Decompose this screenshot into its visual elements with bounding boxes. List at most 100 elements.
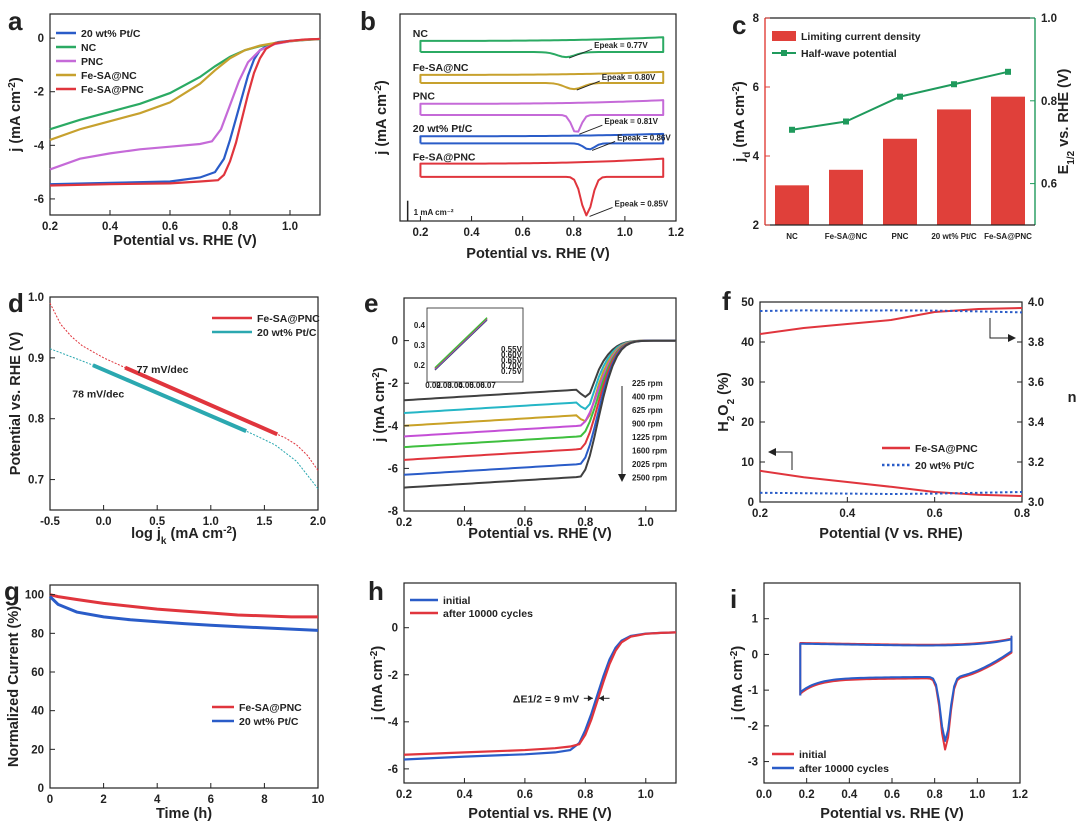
y-ticklabel: 50 — [741, 297, 754, 309]
y2-ticklabel: 3.2 — [1028, 457, 1044, 469]
rpm-label: 1600 rpm — [632, 447, 667, 456]
y-ticklabel: -1 — [748, 685, 759, 697]
x-ticklabel: 4 — [154, 794, 161, 806]
x-ticklabel: 0.6 — [927, 508, 943, 520]
delta-arrowhead-right — [598, 695, 604, 702]
cv-loop — [799, 635, 1013, 742]
x-ticklabel: 1.0 — [638, 517, 654, 529]
series-line — [759, 491, 1023, 496]
y-ticklabel: 0 — [38, 783, 44, 795]
x-ticklabel: 1.2 — [668, 227, 684, 239]
y-axis-label-part: -2 — [369, 650, 380, 659]
x-ticklabel: 0.6 — [515, 227, 531, 239]
y2-axis-label-part: vs. RHE (V) — [1056, 68, 1072, 150]
plot-frame — [759, 301, 1023, 503]
panel-label: d — [8, 288, 24, 318]
y-axis-label: j (mA cm-2) — [371, 367, 389, 443]
legend-label: Fe-SA@NC — [81, 70, 137, 82]
x-axis-label: Potential vs. RHE (V) — [113, 233, 257, 249]
y-ticklabel: 0 — [392, 336, 398, 348]
panel-label: b — [360, 6, 376, 36]
inset-legend: 0.70V — [501, 362, 523, 371]
inset-xtick: 0.02 — [425, 381, 441, 390]
y-axis-label: j (mA cm-2) — [7, 77, 25, 153]
legend-swatch-marker — [781, 50, 787, 56]
rpm-arrowhead — [618, 474, 626, 482]
peak-arrow — [579, 124, 603, 135]
y-axis-label-part: ) — [8, 77, 24, 82]
x-ticklabel: 0.8 — [577, 789, 594, 801]
x-ticklabel: 1.0 — [638, 789, 654, 801]
x-axis-label: Potential vs. RHE (V) — [468, 526, 612, 542]
y-axis-label-part: O — [716, 404, 732, 415]
x-axis-label: Potential vs. RHE (V) — [820, 806, 964, 822]
category-label: Fe-SA@NC — [825, 232, 868, 241]
series-label: NC — [413, 28, 429, 40]
x-ticklabel: 0.4 — [456, 789, 473, 801]
slope-label: 78 mV/dec — [72, 388, 124, 400]
y-axis-label-part: j (mA cm — [370, 660, 386, 722]
bar — [937, 109, 971, 225]
y-ticklabel: 4 — [753, 151, 760, 163]
y-axis-label-part: ) — [374, 80, 390, 85]
legend-label: NC — [81, 42, 97, 54]
y-ticklabel: 0.7 — [28, 475, 44, 487]
rpm-label: 625 rpm — [632, 406, 663, 415]
legend-label: 20 wt% Pt/C — [915, 460, 975, 472]
bar — [775, 185, 809, 225]
x-axis-label: Potential (V vs. RHE) — [819, 526, 963, 542]
inset-line — [434, 317, 488, 369]
x-ticklabel: 0.0 — [756, 789, 772, 801]
y-ticklabel: 0 — [752, 649, 758, 661]
y2-ticklabel: 0.8 — [1041, 96, 1058, 108]
legend-label: 20 wt% Pt/C — [81, 28, 141, 40]
x-ticklabel: 6 — [208, 794, 214, 806]
inset-xtick: 0.07 — [480, 381, 496, 390]
y2-ticklabel: 3.4 — [1028, 417, 1045, 429]
y-axis-label-part: ) — [372, 367, 388, 372]
y-axis-label-part: j (mA cm — [374, 94, 390, 156]
panel-label: h — [368, 576, 384, 606]
x-ticklabel: -0.5 — [40, 516, 60, 528]
x-ticklabel: 0.2 — [752, 508, 768, 520]
y-axis-label-part: H — [716, 421, 732, 431]
inset-ytick: 0.3 — [414, 341, 426, 350]
x-ticklabel: 0.4 — [456, 517, 473, 529]
inset-frame — [426, 307, 524, 383]
y-axis-label: jd (mA cm-2) — [731, 81, 753, 163]
y2-ticklabel: 3.0 — [1028, 497, 1044, 509]
y-ticklabel: 20 — [31, 744, 44, 756]
panel-f: f 0.2 0.4 0.6 0.8 0 10 20 30 40 50 3.0 3.2 3.4 3.6 3.8 4… — [716, 286, 1076, 542]
rpm-label: 225 rpm — [632, 379, 663, 388]
right-axis-arrowhead — [1008, 334, 1016, 342]
x-ticklabel: 8 — [261, 794, 268, 806]
y-axis-label-part: (mA cm — [732, 95, 748, 152]
panel-i: i 0.0 0.2 0.4 0.6 0.8 1.0 1.2 -3 -2 -1 0 1 Potential … — [729, 582, 1028, 822]
y-axis-label: Potential vs. RHE (V) — [8, 332, 24, 476]
legend-label: after 10000 cycles — [799, 763, 889, 775]
y-ticklabel: -4 — [34, 140, 45, 152]
y-axis-label: H2O2 (%) — [716, 372, 737, 432]
inset-xtick: 0.05 — [458, 381, 474, 390]
y2-ticklabel: 3.6 — [1028, 377, 1044, 389]
rpm-curve — [403, 339, 676, 489]
y-ticklabel: -3 — [748, 757, 758, 769]
x-ticklabel: 0.6 — [517, 517, 533, 529]
plot-frame — [49, 296, 319, 511]
y-axis-label-part: ) — [730, 646, 746, 651]
x-ticklabel: 0.2 — [396, 517, 412, 529]
y-axis-label-part: (%) — [716, 372, 732, 399]
y-ticklabel: 0 — [748, 497, 754, 509]
category-label: PNC — [892, 232, 909, 241]
y-ticklabel: -4 — [388, 717, 399, 729]
legend-label: 20 wt% Pt/C — [239, 716, 299, 728]
x-axis-label: log jk (mA cm-2) — [131, 525, 237, 547]
x-ticklabel: 0.4 — [839, 508, 856, 520]
x-ticklabel: 10 — [312, 794, 325, 806]
series-label: 20 wt% Pt/C — [413, 123, 473, 135]
panel-label: c — [732, 10, 746, 40]
x-ticklabel: 0.0 — [96, 516, 112, 528]
tafel-fit — [92, 363, 247, 433]
legend-label: initial — [799, 749, 827, 761]
series-line — [49, 37, 321, 187]
